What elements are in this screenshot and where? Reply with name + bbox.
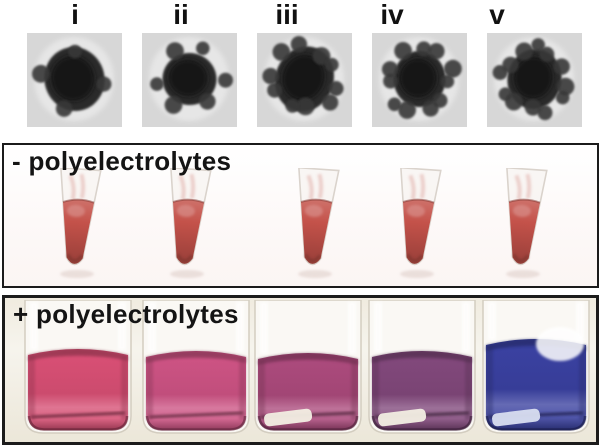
sample-tube-5 [488, 168, 558, 280]
tem-micrograph-i [27, 33, 122, 127]
tem-sample-label-iv: iv [380, 0, 404, 30]
sample-vial-1 [22, 300, 134, 440]
tem-sample-label-ii: ii [173, 0, 189, 30]
tem-sample-label-iii: iii [275, 0, 299, 30]
tem-micrograph-iii [257, 33, 352, 127]
minus-polyelectrolytes-panel: - polyelectrolytes [2, 143, 599, 288]
plus-polyelectrolytes-panel: + polyelectrolytes [2, 295, 599, 445]
sample-vial-4 [366, 300, 478, 440]
sample-tube-1 [42, 168, 112, 280]
minus-panel-label: - polyelectrolytes [12, 146, 232, 176]
sample-vial-2 [140, 300, 252, 440]
sample-tube-3 [280, 168, 350, 280]
sample-tube-2 [152, 168, 222, 280]
tem-sample-label-v: v [489, 0, 505, 30]
tem-micrograph-iv [372, 33, 467, 127]
sample-vial-5 [480, 300, 592, 440]
tem-sample-label-i: i [71, 0, 79, 30]
sample-tube-4 [382, 168, 452, 280]
tem-micrograph-v [487, 33, 582, 127]
tem-image-row: i ii iii iv v [0, 0, 602, 140]
plus-panel-label: + polyelectrolytes [13, 299, 239, 329]
tem-micrograph-ii [142, 33, 237, 127]
sample-vial-3 [252, 300, 364, 440]
